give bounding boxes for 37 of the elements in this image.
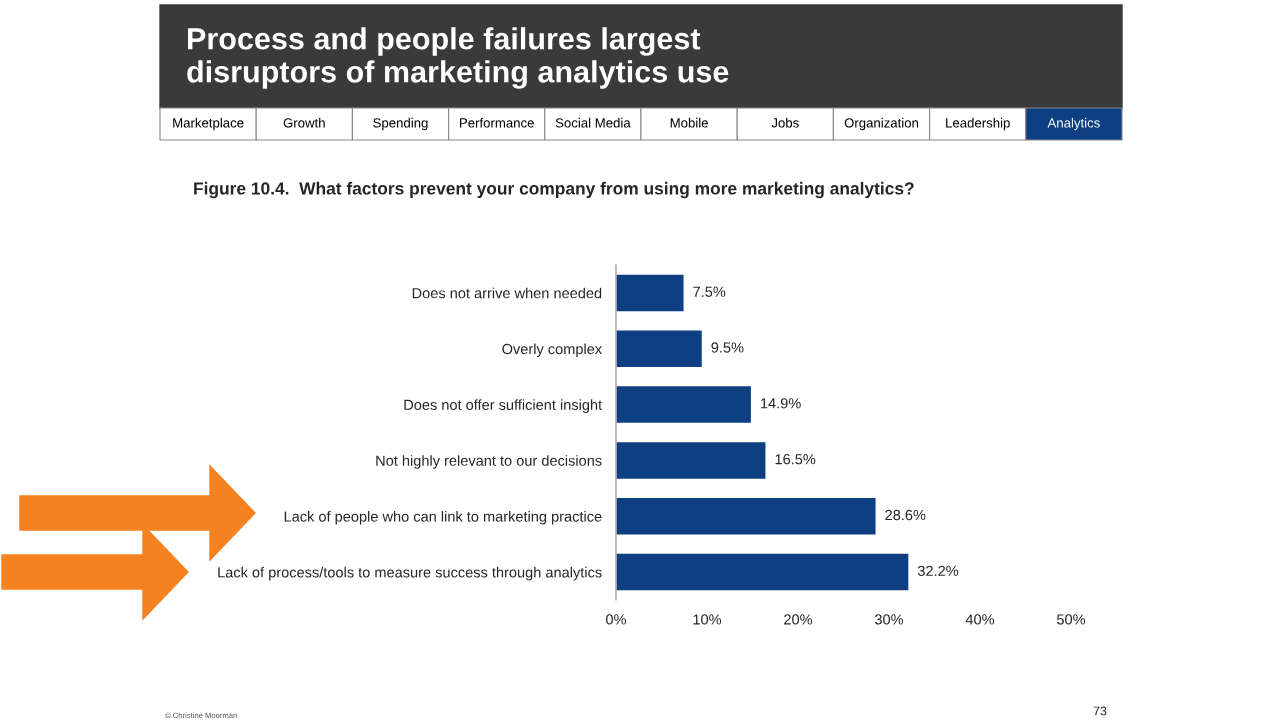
x-tick-label: 20%: [784, 614, 813, 625]
y-tick-label: Lack of process/tools to measure success through analytics: [218, 566, 602, 581]
bar: [616, 329, 704, 369]
x-tick-label: 10%: [693, 614, 722, 625]
bar: [616, 552, 910, 592]
text: Growth: [283, 117, 325, 128]
x-tick-label: 0%: [606, 614, 627, 625]
chart-title: Process and people failures largest disruptors of marketing analytics use: [187, 27, 729, 89]
x-tick-label: 30%: [874, 614, 904, 625]
x-tick-label: 40%: [965, 614, 995, 625]
data-label: 16.5%: [775, 454, 816, 465]
text: Spending: [373, 117, 428, 131]
y-tick-label: Does not arrive when needed: [412, 287, 602, 299]
text: Analytics: [1047, 117, 1100, 131]
text: 73: [1093, 706, 1107, 716]
text: Mobile: [670, 117, 708, 128]
y-tick-label: Lack of people who can link to marketing practice: [284, 510, 602, 525]
y-tick-label: Does not offer sufficient insight: [404, 399, 603, 413]
data-label: 28.6%: [885, 509, 926, 521]
bar: [616, 384, 753, 425]
text: Performance: [460, 117, 534, 128]
y-tick-label: Overly complex: [502, 343, 602, 358]
text: Marketplace: [173, 117, 244, 131]
bar: [616, 496, 877, 536]
chart-subtitle: Figure 10.4. What factors prevent your company from using more marketing analytics?: [194, 181, 914, 199]
data-label: 9.5%: [711, 342, 744, 353]
text: Organization: [844, 117, 919, 131]
bar: [616, 440, 767, 481]
x-tick-label: 50%: [1056, 614, 1086, 625]
y-tick-label: Not highly relevant to our decisions: [376, 455, 602, 469]
bar: [616, 273, 685, 313]
text: Leadership: [946, 117, 1010, 131]
text: Jobs: [771, 117, 799, 128]
text: Social Media: [555, 117, 631, 128]
data-label: 14.9%: [761, 398, 801, 409]
data-label: 7.5%: [693, 286, 726, 297]
data-label: 32.2%: [917, 565, 959, 576]
